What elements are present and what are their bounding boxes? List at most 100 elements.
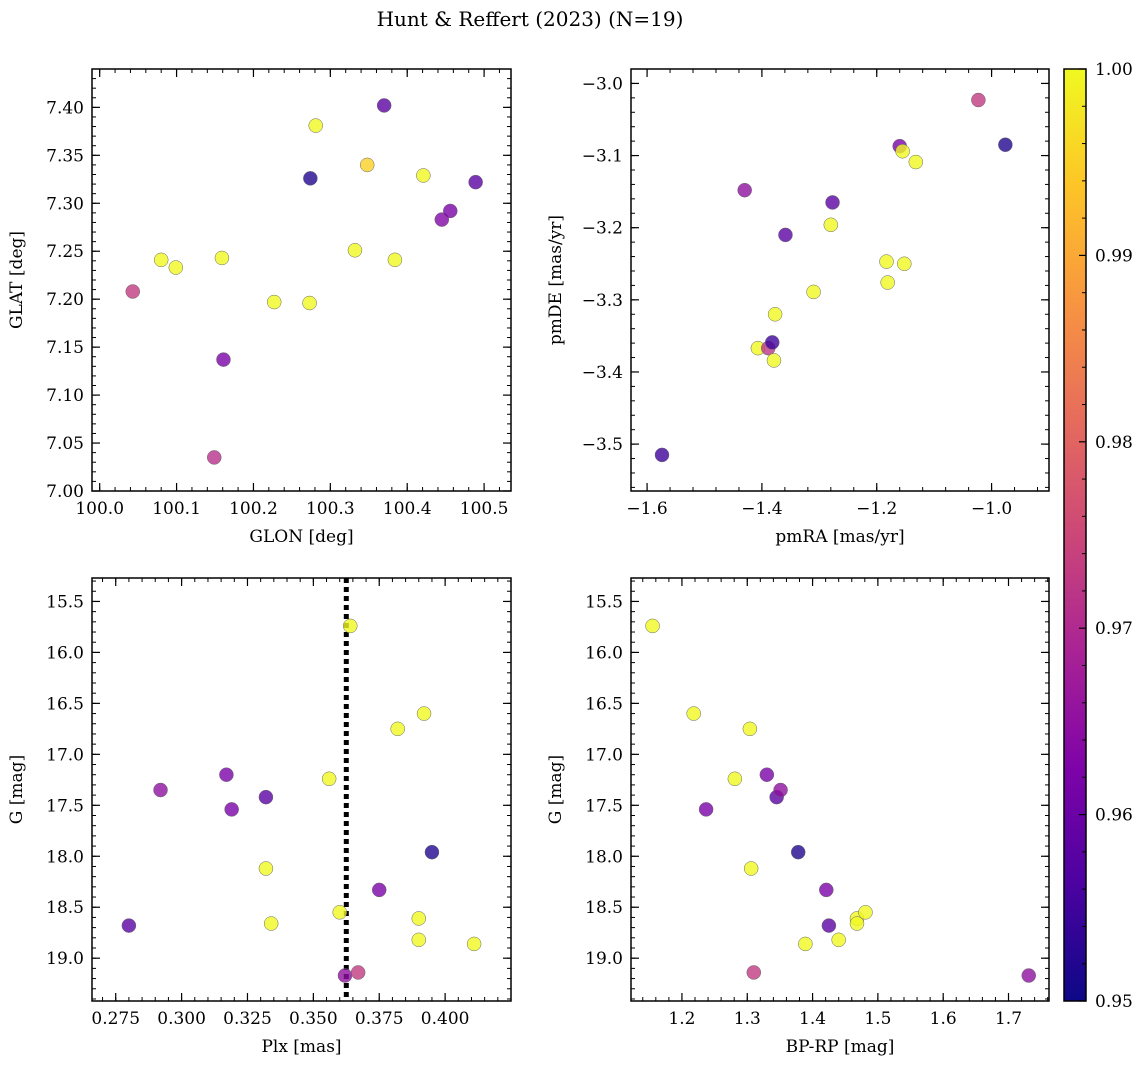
y-tick-label: 17.5 (46, 796, 84, 816)
data-point (821, 918, 837, 933)
y-tick-label: 16.0 (585, 643, 623, 663)
colorbar-tick-label: 0.95 (1095, 992, 1133, 1012)
data-point (125, 284, 140, 299)
data-point (390, 721, 405, 737)
x-axis-label: Plx [mas] (261, 1037, 341, 1057)
x-tick-label: 1.5 (864, 1009, 891, 1029)
data-point (343, 618, 358, 634)
data-point (849, 916, 865, 931)
data-point (790, 844, 806, 860)
data-point (371, 882, 387, 898)
x-tick-label: 100.1 (152, 499, 201, 519)
colorbar: 0.95 0.96 0.97 0.98 0.99 1.00 (1063, 60, 1133, 1012)
data-point (350, 965, 366, 980)
y-tick-label: 7.10 (46, 386, 84, 406)
colorbar-tick-label: 0.99 (1095, 246, 1133, 266)
axes-frame (91, 68, 512, 492)
data-point (214, 250, 230, 266)
data-point (387, 252, 403, 268)
data-point (376, 98, 392, 113)
x-tick-label: 1.4 (799, 1009, 826, 1029)
data-point (879, 254, 894, 269)
data-point (321, 771, 337, 787)
axes-frame (630, 68, 1050, 492)
data-point (767, 307, 783, 322)
data-point (224, 802, 239, 817)
y-tick-label: 17.0 (585, 745, 623, 765)
colorbar-tick-label: 0.98 (1095, 433, 1133, 453)
x-tick-label: 100.3 (306, 499, 355, 519)
y-tick-label: −3.3 (582, 291, 623, 311)
y-tick-label: −3.4 (582, 363, 623, 383)
y-tick-label: 18.5 (585, 898, 623, 918)
figure-title: Hunt & Reffert (2023) (N=19) (377, 7, 684, 31)
data-point (895, 143, 910, 159)
y-tick-label: 16.5 (585, 694, 623, 714)
data-point (764, 335, 780, 350)
y-tick-label: 18.0 (585, 847, 623, 867)
y-tick-label: −3.5 (582, 435, 623, 455)
x-tick-label: 100.0 (75, 499, 124, 519)
data-point (303, 171, 318, 186)
data-point (806, 284, 821, 300)
data-point (308, 118, 323, 133)
data-point (971, 92, 986, 108)
x-tick-label: −1.6 (626, 499, 667, 519)
data-point (698, 802, 714, 817)
x-tick-label: 100.4 (383, 499, 432, 519)
y-tick-label: −3.0 (582, 74, 623, 94)
x-tick-label: 0.375 (355, 1009, 404, 1029)
y-tick-label: 17.0 (46, 745, 84, 765)
data-point (773, 782, 788, 798)
data-point (654, 447, 670, 463)
data-point (742, 721, 758, 737)
data-point (737, 182, 752, 198)
data-point (121, 918, 137, 933)
y-tick-label: 19.0 (46, 949, 84, 969)
data-point (746, 965, 762, 980)
x-tick-label: 0.300 (157, 1009, 206, 1029)
data-point (153, 252, 169, 268)
data-point (825, 195, 840, 210)
data-point (908, 154, 924, 170)
data-point (880, 275, 895, 290)
data-point (798, 936, 813, 952)
data-point (468, 174, 483, 190)
panel-bprp-g: 1.2 1.3 1.4 1.5 1.6 1.7 15.5 16.0 16.5 17.0 17.5 18… (546, 577, 1050, 1057)
x-tick-label: 0.325 (223, 1009, 272, 1029)
y-tick-label: 7.30 (46, 194, 84, 214)
data-point (424, 844, 440, 860)
data-point (347, 243, 363, 258)
y-axis-label: GLAT [deg] (7, 231, 27, 329)
data-point (897, 256, 912, 272)
y-tick-label: 7.05 (46, 434, 84, 454)
y-tick-label: 7.20 (46, 290, 84, 310)
y-tick-label: 15.5 (585, 592, 623, 612)
data-point (416, 706, 432, 721)
x-tick-label: 100.2 (229, 499, 278, 519)
data-point (153, 782, 168, 798)
data-point (778, 227, 793, 243)
x-axis-label: pmRA [mas/yr] (775, 527, 904, 547)
data-point (206, 450, 222, 465)
axes-frame (630, 577, 1050, 1002)
data-point (998, 137, 1013, 152)
data-point (216, 352, 231, 367)
y-tick-label: 18.0 (46, 847, 84, 867)
panel-glon-glat: 100.0 100.1 100.2 100.3 100.4 100.5 7.00 7.05 7.… (7, 68, 512, 547)
x-tick-label: 1.2 (668, 1009, 695, 1029)
data-point (443, 203, 458, 219)
y-tick-label: 7.35 (46, 146, 84, 166)
x-axis-label: BP-RP [mag] (786, 1037, 895, 1057)
colorbar-tick-label: 0.97 (1095, 619, 1133, 639)
panel-plx-g: 0.275 0.300 0.325 0.350 0.375 0.400 15.5 16.0 16… (7, 577, 512, 1057)
axes-frame (91, 577, 512, 1002)
data-point (466, 936, 482, 952)
data-point (168, 260, 184, 275)
data-point (302, 295, 317, 311)
data-point (219, 767, 234, 782)
data-point (332, 905, 347, 920)
data-point (416, 168, 431, 183)
data-point (727, 771, 743, 787)
